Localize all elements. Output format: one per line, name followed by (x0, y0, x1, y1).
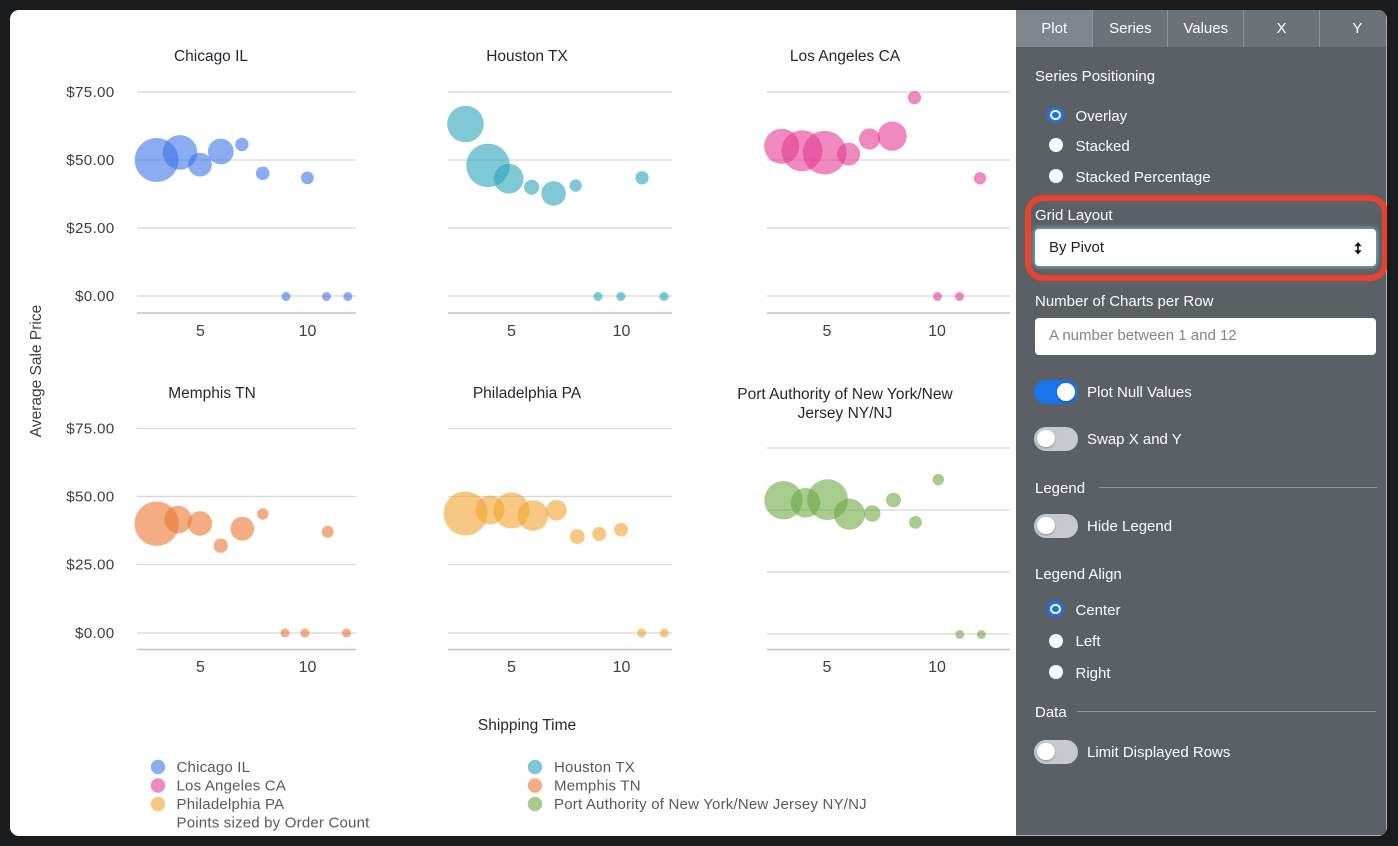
svg-text:$25.00: $25.00 (66, 220, 114, 237)
svg-text:Port Authority of New York/New: Port Authority of New York/New Jersey NY… (554, 796, 867, 813)
svg-text:5: 5 (823, 323, 832, 340)
svg-text:10: 10 (928, 323, 946, 340)
svg-text:$50.00: $50.00 (66, 152, 114, 169)
svg-text:$0.00: $0.00 (75, 288, 115, 305)
svg-text:5: 5 (507, 659, 516, 676)
svg-text:$50.00: $50.00 (66, 489, 114, 506)
svg-text:Port Authority of New York/New: Port Authority of New York/New (737, 386, 953, 403)
svg-text:Houston TX: Houston TX (486, 48, 568, 65)
svg-text:$25.00: $25.00 (66, 557, 114, 574)
svg-text:Los Angeles CA: Los Angeles CA (177, 778, 287, 795)
svg-text:Average Sale Price: Average Sale Price (28, 305, 45, 437)
svg-text:Jersey NY/NJ: Jersey NY/NJ (798, 405, 893, 422)
svg-text:10: 10 (299, 323, 317, 340)
svg-text:$75.00: $75.00 (66, 421, 114, 438)
svg-text:Chicago IL: Chicago IL (174, 48, 248, 65)
svg-text:5: 5 (823, 659, 832, 676)
svg-text:10: 10 (613, 323, 631, 340)
svg-text:Los Angeles CA: Los Angeles CA (790, 48, 901, 65)
svg-text:5: 5 (507, 323, 516, 340)
svg-text:Points sized by Order Count: Points sized by Order Count (177, 815, 371, 832)
svg-text:Shipping Time: Shipping Time (478, 717, 576, 734)
svg-text:5: 5 (196, 659, 205, 676)
svg-text:Memphis TN: Memphis TN (168, 385, 256, 402)
svg-text:10: 10 (613, 659, 631, 676)
svg-text:10: 10 (928, 659, 946, 676)
svg-text:Chicago IL: Chicago IL (177, 759, 251, 776)
svg-text:Philadelphia PA: Philadelphia PA (473, 385, 582, 402)
svg-text:Houston TX: Houston TX (554, 759, 635, 776)
svg-text:$75.00: $75.00 (66, 84, 114, 101)
svg-text:5: 5 (196, 323, 205, 340)
svg-text:10: 10 (299, 659, 317, 676)
svg-text:$0.00: $0.00 (75, 625, 115, 642)
svg-text:Philadelphia PA: Philadelphia PA (177, 796, 285, 813)
svg-text:Memphis TN: Memphis TN (554, 778, 641, 795)
